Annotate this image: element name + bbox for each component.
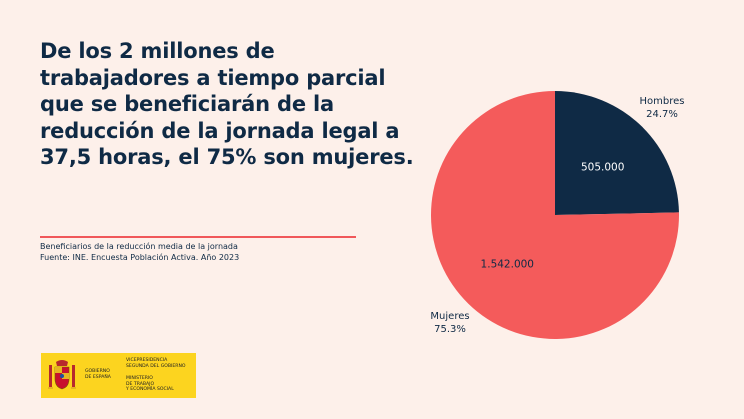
org-name: Vicepresidencia Segunda del Gobierno: [126, 358, 186, 369]
slice-name-label: Hombres: [640, 96, 685, 107]
org-line: Segunda del Gobierno: [126, 363, 186, 369]
coat-of-arms-icon: [48, 360, 76, 390]
headline-line: trabajadores a tiempo parcial: [40, 65, 386, 90]
slice-value-label: 505.000: [581, 161, 624, 173]
chart-source: Fuente: INE. Encuesta Población Activa. …: [40, 253, 240, 262]
gov-line: de España: [85, 374, 111, 380]
org-line: Vicepresidencia: [126, 358, 168, 363]
gov-name: Gobierno de España: [85, 369, 111, 380]
slice-percent-label: 75.3%: [434, 324, 466, 335]
ministry-line: Ministerio: [126, 376, 153, 381]
ministry-line: y Economía Social: [126, 387, 174, 393]
slice-name-label: Mujeres: [430, 311, 469, 322]
headline: De los 2 millones de trabajadores a tiem…: [40, 38, 414, 171]
pie-slice-hombres: [555, 91, 679, 215]
headline-line: reducción de la jornada legal a: [40, 118, 400, 143]
headline-line: 37,5 horas, el 75% son mujeres.: [40, 145, 414, 169]
pie-slice-mujeres: [431, 91, 679, 339]
slice-percent-label: 24.7%: [646, 109, 678, 120]
chart-notes: Beneficiarios de la reducción media de l…: [40, 241, 239, 263]
gov-line: Gobierno: [85, 369, 110, 374]
government-logo: Gobierno de España Vicepresidencia Segun…: [41, 353, 196, 398]
ministry-name: Ministerio de Trabajo y Economía Social: [126, 376, 174, 393]
ministry-line: de Trabajo: [126, 381, 155, 387]
chart-caption: Beneficiarios de la reducción media de l…: [40, 242, 238, 251]
headline-line: que se beneficiarán de la: [40, 92, 334, 116]
slice-value-label: 1.542.000: [481, 259, 534, 271]
title-divider: [40, 236, 356, 238]
headline-line: De los 2 millones de: [40, 39, 275, 63]
